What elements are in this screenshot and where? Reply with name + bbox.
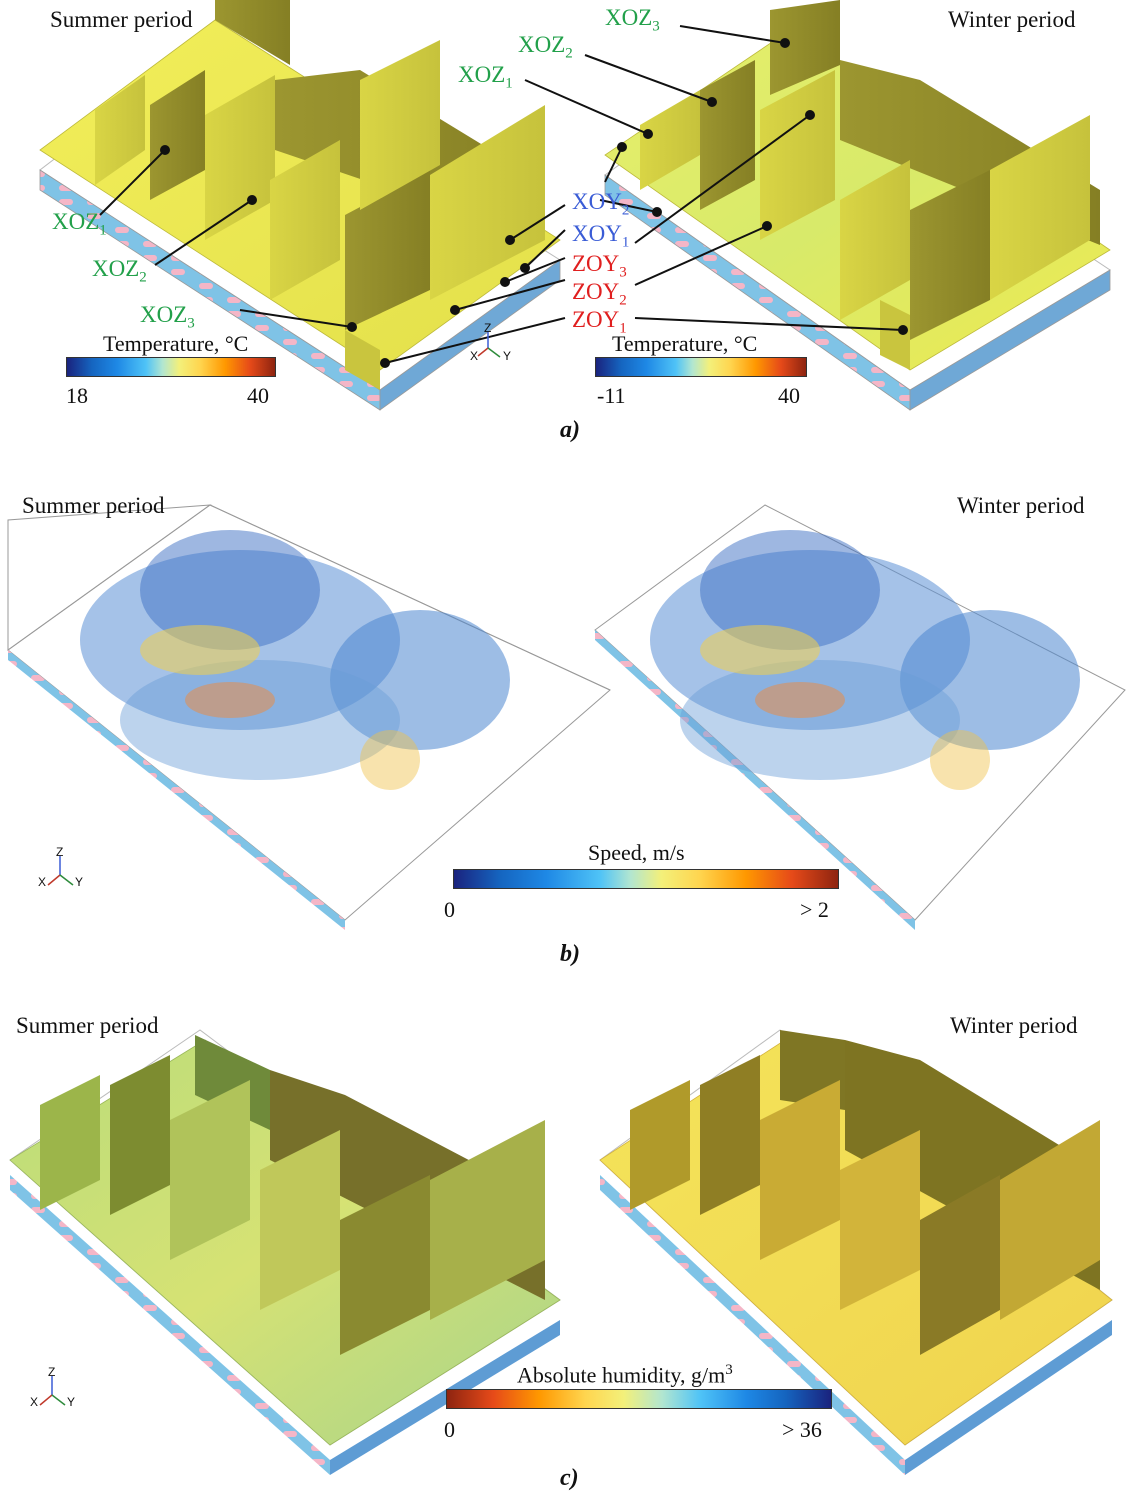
colorbar-a-left (66, 357, 276, 377)
colorbar-a-left-label: Temperature, °C (103, 331, 249, 356)
axis-b-x: X (38, 875, 47, 889)
axis-c-x: X (30, 1395, 39, 1409)
axis-b-z: Z (56, 845, 64, 859)
label-zoy2: ZOY2 (572, 279, 627, 309)
axis-b-y: Y (75, 875, 84, 889)
panel-b-winter-title: Winter period (957, 493, 1085, 518)
label-xoy2: XOY2 (572, 189, 630, 219)
panel-b-axis-triad (47, 856, 74, 886)
panel-c-summer-title: Summer period (16, 1013, 159, 1038)
colorbar-b-max: > 2 (800, 897, 829, 922)
panel-c-axis-triad (39, 1376, 66, 1406)
panel-b-summer-title: Summer period (22, 493, 165, 518)
label-zoy3: ZOY3 (572, 251, 627, 281)
panel-a-summer-model (39, 0, 561, 411)
label-xoz2-winter: XOZ2 (518, 32, 573, 62)
panel-a-leader-lines (99, 25, 908, 368)
label-zoy1: ZOY1 (572, 307, 627, 337)
colorbar-a-right-min: -11 (597, 383, 626, 408)
colorbar-b-min: 0 (444, 897, 455, 922)
axis-c-y: Y (67, 1395, 76, 1409)
colorbar-a-left-max: 40 (247, 383, 269, 408)
panel-c-caption: c) (560, 1465, 579, 1491)
colorbar-b (453, 869, 839, 889)
panel-c-winter-title: Winter period (950, 1013, 1078, 1038)
axis-c-z: Z (48, 1365, 56, 1379)
colorbar-c-max: > 36 (782, 1417, 822, 1442)
panel-a-summer-title: Summer period (50, 7, 193, 32)
colorbar-c-min: 0 (444, 1417, 455, 1442)
label-xoz2-summer: XOZ2 (92, 256, 147, 286)
colorbar-a-right-label: Temperature, °C (612, 331, 758, 356)
label-xoz3-summer: XOZ3 (140, 302, 195, 332)
axis-a-y: Y (503, 349, 512, 363)
colorbar-a-right-max: 40 (778, 383, 800, 408)
colorbar-c (446, 1389, 832, 1409)
panel-c-summer-model (9, 1029, 561, 1475)
panel-a-winter-model (604, 0, 1111, 411)
colorbar-c-label: Absolute humidity, g/m3 (517, 1362, 733, 1388)
panel-b-summer-model (7, 504, 611, 930)
panel-b-winter-model (594, 504, 1126, 930)
axis-a-x: X (470, 349, 479, 363)
colorbar-a-right (595, 357, 807, 377)
label-xoy1: XOY1 (572, 221, 630, 251)
panel-a-axis-triad (477, 332, 501, 358)
panel-a-caption: a) (560, 417, 580, 443)
label-xoz1-winter: XOZ1 (458, 62, 513, 92)
colorbar-b-label: Speed, m/s (588, 840, 685, 865)
panel-b-caption: b) (560, 941, 580, 967)
panel-a-winter-title: Winter period (948, 7, 1076, 32)
label-xoz3-winter: XOZ3 (605, 5, 660, 35)
label-xoz1-summer: XOZ1 (52, 209, 107, 239)
colorbar-a-left-min: 18 (66, 383, 88, 408)
axis-a-z: Z (484, 321, 492, 335)
